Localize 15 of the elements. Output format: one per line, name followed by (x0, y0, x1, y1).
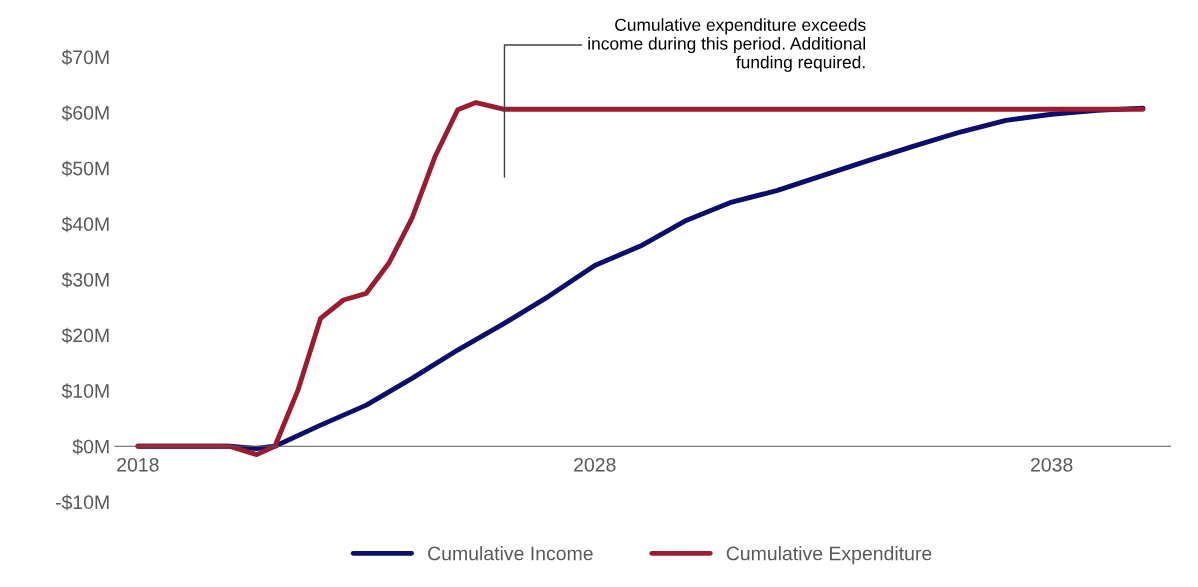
y-tick-label: $10M (61, 383, 109, 400)
y-tick-label: $20M (61, 327, 109, 344)
legend-label: Cumulative Expenditure (726, 546, 932, 565)
x-tick-label: 2028 (574, 457, 616, 472)
x-tick-label: 2038 (1031, 457, 1073, 472)
annotation: Cumulative expenditure exceeds income during this period. Additional funding required. (588, 18, 866, 72)
y-tick-label: $60M (61, 105, 109, 121)
y-tick-label: $30M (61, 272, 109, 288)
y-tick-label: $40M (61, 216, 109, 233)
legend-label: Cumulative Income (428, 546, 593, 561)
y-tick-label: -$10M (55, 494, 109, 511)
y-tick-label: $0M (72, 438, 109, 455)
x-tick-label: 2018 (117, 457, 159, 472)
y-tick-label: $50M (61, 160, 109, 177)
y-tick-label: $70M (61, 49, 109, 66)
